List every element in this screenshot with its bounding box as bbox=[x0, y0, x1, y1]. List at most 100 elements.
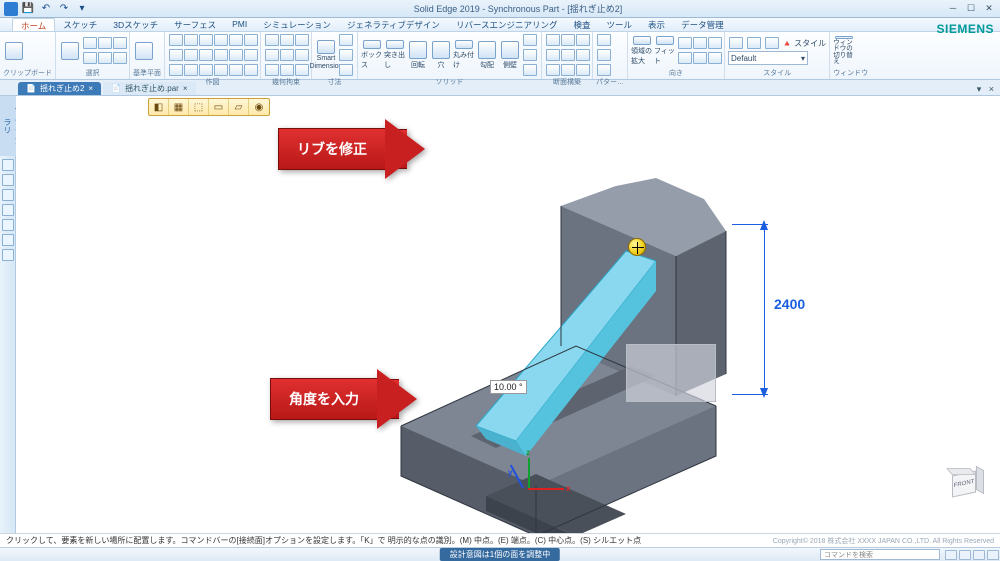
left-ic-4[interactable] bbox=[2, 204, 14, 216]
rel-ic[interactable] bbox=[265, 49, 279, 61]
left-ic-7[interactable] bbox=[2, 249, 14, 261]
ori-ic[interactable] bbox=[708, 52, 722, 64]
draw-ic[interactable] bbox=[199, 64, 213, 76]
left-ic-1[interactable] bbox=[2, 159, 14, 171]
rel-ic[interactable] bbox=[295, 64, 309, 76]
box-button[interactable]: ボックス bbox=[361, 40, 383, 70]
left-ic-6[interactable] bbox=[2, 234, 14, 246]
draft-button[interactable]: 勾配 bbox=[476, 40, 498, 70]
sec-ic[interactable] bbox=[561, 49, 575, 61]
sec-ic[interactable] bbox=[576, 64, 590, 76]
qat-save-button[interactable]: 💾 bbox=[20, 2, 36, 16]
sb-ic-4[interactable] bbox=[987, 550, 999, 560]
draw-ic[interactable] bbox=[214, 34, 228, 46]
sel-ic-5[interactable] bbox=[98, 52, 112, 64]
draw-ic[interactable] bbox=[229, 64, 243, 76]
mb-2[interactable]: ▦ bbox=[169, 99, 189, 115]
app-icon[interactable] bbox=[4, 2, 18, 16]
command-search-box[interactable]: コマンドを検索 bbox=[820, 549, 940, 560]
ori-ic[interactable] bbox=[708, 37, 722, 49]
minimize-button[interactable]: ─ bbox=[946, 3, 960, 14]
mb-5[interactable]: ▱ bbox=[229, 99, 249, 115]
ori-ic[interactable] bbox=[678, 52, 692, 64]
rel-ic[interactable] bbox=[265, 34, 279, 46]
draw-ic[interactable] bbox=[169, 49, 183, 61]
ribbon-tab-inspect[interactable]: 検査 bbox=[566, 18, 599, 31]
sec-ic[interactable] bbox=[576, 34, 590, 46]
close-button[interactable]: ✕ bbox=[982, 3, 996, 14]
ribbon-tab-simulation[interactable]: シミュレーション bbox=[255, 18, 339, 31]
draw-ic[interactable] bbox=[244, 34, 258, 46]
rel-ic[interactable] bbox=[280, 34, 294, 46]
side-button[interactable]: 側壁 bbox=[499, 40, 521, 70]
ribbon-tab-reverse[interactable]: リバースエンジニアリング bbox=[448, 18, 566, 31]
sol-ic[interactable] bbox=[523, 64, 537, 76]
sb-ic-2[interactable] bbox=[959, 550, 971, 560]
mb-4[interactable]: ▭ bbox=[209, 99, 229, 115]
pat-ic[interactable] bbox=[597, 49, 611, 61]
ribbon-tab-tools[interactable]: ツール bbox=[599, 18, 641, 31]
draw-ic[interactable] bbox=[169, 64, 183, 76]
mb-3[interactable]: ⬚ bbox=[189, 99, 209, 115]
ribbon-tab-view[interactable]: 表示 bbox=[640, 18, 673, 31]
draw-ic[interactable] bbox=[214, 64, 228, 76]
ribbon-tab-home[interactable]: ホーム bbox=[12, 18, 55, 31]
smart-dimension-button[interactable]: SmartDimension bbox=[315, 40, 337, 70]
pat-ic[interactable] bbox=[597, 64, 611, 76]
sel-ic-3[interactable] bbox=[113, 37, 127, 49]
sol-ic[interactable] bbox=[523, 34, 537, 46]
fit-button[interactable]: フィット bbox=[654, 36, 676, 66]
close-tab-icon[interactable]: × bbox=[88, 84, 93, 93]
select-button[interactable] bbox=[59, 36, 81, 66]
mb-6[interactable]: ◉ bbox=[249, 99, 269, 115]
style-ic-3[interactable] bbox=[765, 37, 779, 49]
doc-tab-inactive[interactable]: 📄 揺れぎ止め.par × bbox=[103, 82, 195, 95]
qat-undo-button[interactable]: ↶ bbox=[38, 2, 54, 16]
ori-ic[interactable] bbox=[693, 52, 707, 64]
sel-ic-4[interactable] bbox=[83, 52, 97, 64]
sec-ic[interactable] bbox=[546, 49, 560, 61]
ribbon-tab-3dsketch[interactable]: 3Dスケッチ bbox=[105, 18, 166, 31]
ribbon-tab-data[interactable]: データ管理 bbox=[673, 18, 732, 31]
maximize-button[interactable]: ☐ bbox=[964, 3, 978, 14]
sec-ic[interactable] bbox=[576, 49, 590, 61]
left-ic-2[interactable] bbox=[2, 174, 14, 186]
ribbon-tab-generative[interactable]: ジェネラティブデザイン bbox=[339, 18, 448, 31]
draw-ic[interactable] bbox=[199, 34, 213, 46]
dim-ic[interactable] bbox=[339, 34, 353, 46]
hole-button[interactable]: 穴 bbox=[430, 40, 452, 70]
draw-ic[interactable] bbox=[214, 49, 228, 61]
left-ic-5[interactable] bbox=[2, 219, 14, 231]
close-tab-icon[interactable]: × bbox=[183, 84, 188, 93]
view-cube[interactable]: FRONT bbox=[948, 465, 982, 499]
zoom-area-button[interactable]: 領域の拡大 bbox=[631, 36, 653, 66]
sec-ic[interactable] bbox=[546, 34, 560, 46]
selected-vertex-handle[interactable] bbox=[628, 238, 646, 256]
extrude-button[interactable]: 突き出し bbox=[384, 40, 406, 70]
rel-ic[interactable] bbox=[280, 49, 294, 61]
draw-ic[interactable] bbox=[229, 49, 243, 61]
switch-window-button[interactable]: ウィンドウの切り替え bbox=[833, 36, 855, 66]
draw-ic[interactable] bbox=[244, 64, 258, 76]
dimension-value[interactable]: 2400 bbox=[774, 296, 805, 312]
sb-ic-1[interactable] bbox=[945, 550, 957, 560]
doc-tab-active[interactable]: 📄 揺れぎ止め2 × bbox=[18, 82, 101, 95]
round-button[interactable]: 丸み付け bbox=[453, 40, 475, 70]
sel-ic-2[interactable] bbox=[98, 37, 112, 49]
draw-ic[interactable] bbox=[184, 49, 198, 61]
qat-redo-button[interactable]: ↷ bbox=[56, 2, 72, 16]
ribbon-tab-surface[interactable]: サーフェス bbox=[166, 18, 224, 31]
angle-input-box[interactable]: 10.00 ° bbox=[490, 380, 527, 394]
draw-ic[interactable] bbox=[229, 34, 243, 46]
draw-ic[interactable] bbox=[169, 34, 183, 46]
pat-ic[interactable] bbox=[597, 34, 611, 46]
ori-ic[interactable] bbox=[693, 37, 707, 49]
sec-ic[interactable] bbox=[561, 34, 575, 46]
rel-ic[interactable] bbox=[265, 64, 279, 76]
draw-ic[interactable] bbox=[184, 64, 198, 76]
sel-ic-6[interactable] bbox=[113, 52, 127, 64]
dim-ic[interactable] bbox=[339, 49, 353, 61]
sel-ic-1[interactable] bbox=[83, 37, 97, 49]
viewcube-right[interactable] bbox=[976, 466, 984, 495]
sec-ic[interactable] bbox=[561, 64, 575, 76]
